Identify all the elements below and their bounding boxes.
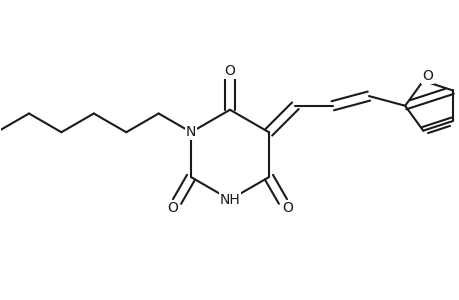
Text: O: O [167,201,178,215]
Text: O: O [421,69,432,83]
Text: O: O [281,201,292,215]
Text: NH: NH [219,193,240,207]
Text: N: N [185,125,196,139]
Text: O: O [224,64,235,78]
